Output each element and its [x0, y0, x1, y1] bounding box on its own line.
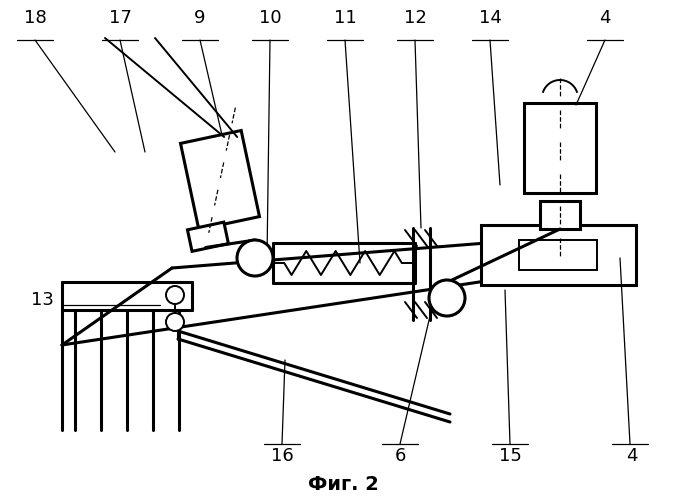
Circle shape: [166, 313, 184, 331]
Circle shape: [429, 280, 465, 316]
Text: Фиг. 2: Фиг. 2: [307, 474, 379, 494]
Text: 13: 13: [31, 291, 54, 309]
Text: 10: 10: [259, 9, 281, 27]
Polygon shape: [480, 225, 635, 285]
Text: 15: 15: [499, 447, 521, 465]
Text: 17: 17: [108, 9, 132, 27]
Polygon shape: [524, 103, 596, 193]
Text: 9: 9: [194, 9, 206, 27]
Polygon shape: [519, 240, 597, 270]
Text: 16: 16: [270, 447, 294, 465]
Text: 4: 4: [600, 9, 611, 27]
Text: 14: 14: [479, 9, 501, 27]
Circle shape: [166, 286, 184, 304]
Text: 4: 4: [626, 447, 638, 465]
Text: 18: 18: [23, 9, 47, 27]
Text: 6: 6: [394, 447, 405, 465]
Circle shape: [237, 240, 273, 276]
Polygon shape: [540, 201, 580, 229]
Polygon shape: [187, 222, 228, 252]
Text: 12: 12: [403, 9, 427, 27]
Polygon shape: [180, 130, 259, 230]
Text: 11: 11: [333, 9, 356, 27]
